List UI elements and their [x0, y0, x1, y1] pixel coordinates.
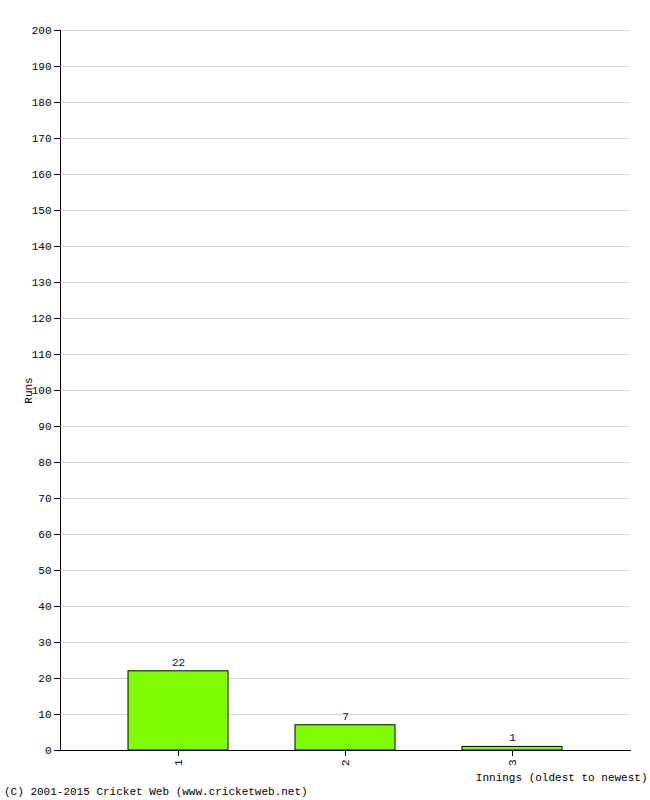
svg-text:10: 10: [38, 709, 51, 721]
svg-text:20: 20: [38, 673, 51, 685]
svg-text:2: 2: [340, 760, 352, 767]
svg-text:140: 140: [32, 241, 52, 253]
svg-text:Innings (oldest to newest): Innings (oldest to newest): [476, 772, 648, 784]
svg-text:190: 190: [32, 61, 52, 73]
svg-text:130: 130: [32, 277, 52, 289]
svg-text:80: 80: [38, 457, 51, 469]
svg-text:40: 40: [38, 601, 51, 613]
svg-text:50: 50: [38, 565, 51, 577]
svg-text:3: 3: [507, 760, 519, 767]
svg-text:160: 160: [32, 169, 52, 181]
svg-text:Runs: Runs: [23, 377, 35, 403]
svg-text:150: 150: [32, 205, 52, 217]
svg-text:120: 120: [32, 313, 52, 325]
svg-text:180: 180: [32, 97, 52, 109]
html-text:(C) 2001-2015 Cricket Web (www: (C) 2001-2015 Cricket Web (www.cricketwe…: [4, 786, 308, 798]
svg-text:0: 0: [45, 745, 52, 757]
svg-text:22: 22: [172, 657, 185, 669]
svg-text:170: 170: [32, 133, 52, 145]
svg-text:7: 7: [342, 711, 349, 723]
svg-text:200: 200: [32, 25, 52, 37]
svg-text:1: 1: [173, 759, 185, 766]
svg-text:90: 90: [38, 421, 51, 433]
svg-text:30: 30: [38, 637, 51, 649]
svg-text:60: 60: [38, 529, 51, 541]
svg-text:110: 110: [32, 349, 52, 361]
svg-text:70: 70: [38, 493, 51, 505]
svg-text:1: 1: [509, 732, 516, 744]
svg-text:100: 100: [31, 385, 52, 397]
